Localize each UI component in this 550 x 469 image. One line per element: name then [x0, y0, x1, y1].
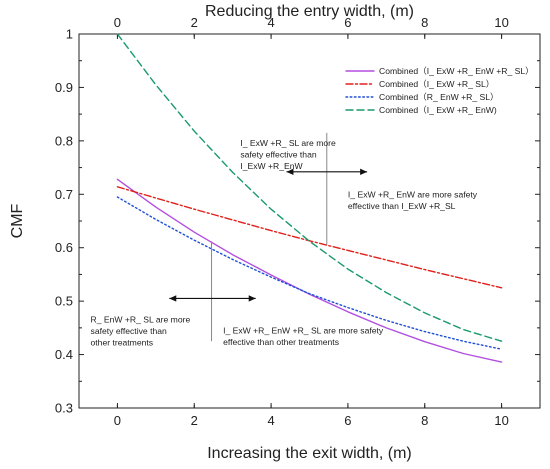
- y-tick-label: 0.7: [55, 187, 73, 202]
- x-tick-label: 8: [421, 413, 428, 428]
- y-tick-label: 0.4: [55, 347, 73, 362]
- annotations: I_ ExW +R_ SL are more safety effective t…: [91, 132, 478, 348]
- annotation-text: I_ ExW +R_ EnW +R_ SL are more safety: [223, 326, 384, 336]
- plot-area-border: [78, 33, 541, 409]
- y-tick-label: 0.6: [55, 240, 73, 255]
- x-axis-title: Increasing the exit width, (m): [207, 445, 412, 462]
- legend: Combined（I_ ExW +R_ EnW +R_ SL） Combined（…: [345, 66, 534, 115]
- x-tick-label: 0: [114, 413, 121, 428]
- legend-entry-1: Combined（I_ ExW +R_ EnW +R_ SL）: [379, 66, 534, 76]
- top-x-tick-label: 6: [344, 15, 351, 30]
- annotation-text: R_ EnW +R_ SL are more: [91, 315, 191, 325]
- y-tick-label: 0.8: [55, 133, 73, 148]
- series-line-3: [116, 196, 503, 350]
- annotation-text: I_ ExW +R_ EnW are more safety: [348, 189, 478, 199]
- annotation-text: safety effective than: [91, 326, 167, 336]
- series-line-4: [116, 33, 503, 342]
- annotation-text: effective than other treatments: [223, 337, 339, 347]
- legend-entry-2: Combined（I_ ExW +R_ SL）: [379, 79, 494, 89]
- top-x-tick-label: 10: [494, 15, 508, 30]
- series-lines: [116, 33, 503, 363]
- top-x-tick-label: 4: [267, 15, 274, 30]
- x-tick-label: 6: [344, 413, 351, 428]
- plot-frame: [78, 33, 541, 409]
- legend-entry-4: Combined（I_ ExW +R_ EnW): [379, 105, 497, 115]
- top-x-tick-label: 2: [191, 15, 198, 30]
- legend-entry-3: Combined（R_ EnW +R_ SL）: [379, 92, 499, 102]
- top-axis-title: Reducing the entry width, (m): [205, 3, 414, 20]
- y-axis-title: CMF: [9, 203, 26, 238]
- annotation-text: other treatments: [91, 338, 154, 348]
- series-line-2: [116, 186, 503, 289]
- annotation-text: I_ExW +R_EnW: [240, 161, 303, 171]
- y-tick-label: 1: [66, 27, 73, 42]
- y-tick-label: 0.5: [55, 294, 73, 309]
- x-tick-label: 10: [494, 413, 508, 428]
- axis-ticks: 0 0 2 2 4 4 6 6 8 8 10 10 0.3 0.4 0.5 0.6 0.7 0.8 0.9 1: [55, 15, 540, 428]
- top-x-tick-label: 8: [421, 15, 428, 30]
- y-tick-label: 0.9: [55, 80, 73, 95]
- y-tick-label: 0.3: [55, 401, 73, 416]
- top-x-tick-label: 0: [114, 15, 121, 30]
- x-tick-label: 2: [191, 413, 198, 428]
- annotation-text: I_ ExW +R_ SL are more: [240, 138, 336, 148]
- annotation-text: safety effective than: [240, 150, 316, 160]
- x-tick-label: 4: [267, 413, 274, 428]
- annotation-text: effective than I_ExW +R_SL: [348, 201, 456, 211]
